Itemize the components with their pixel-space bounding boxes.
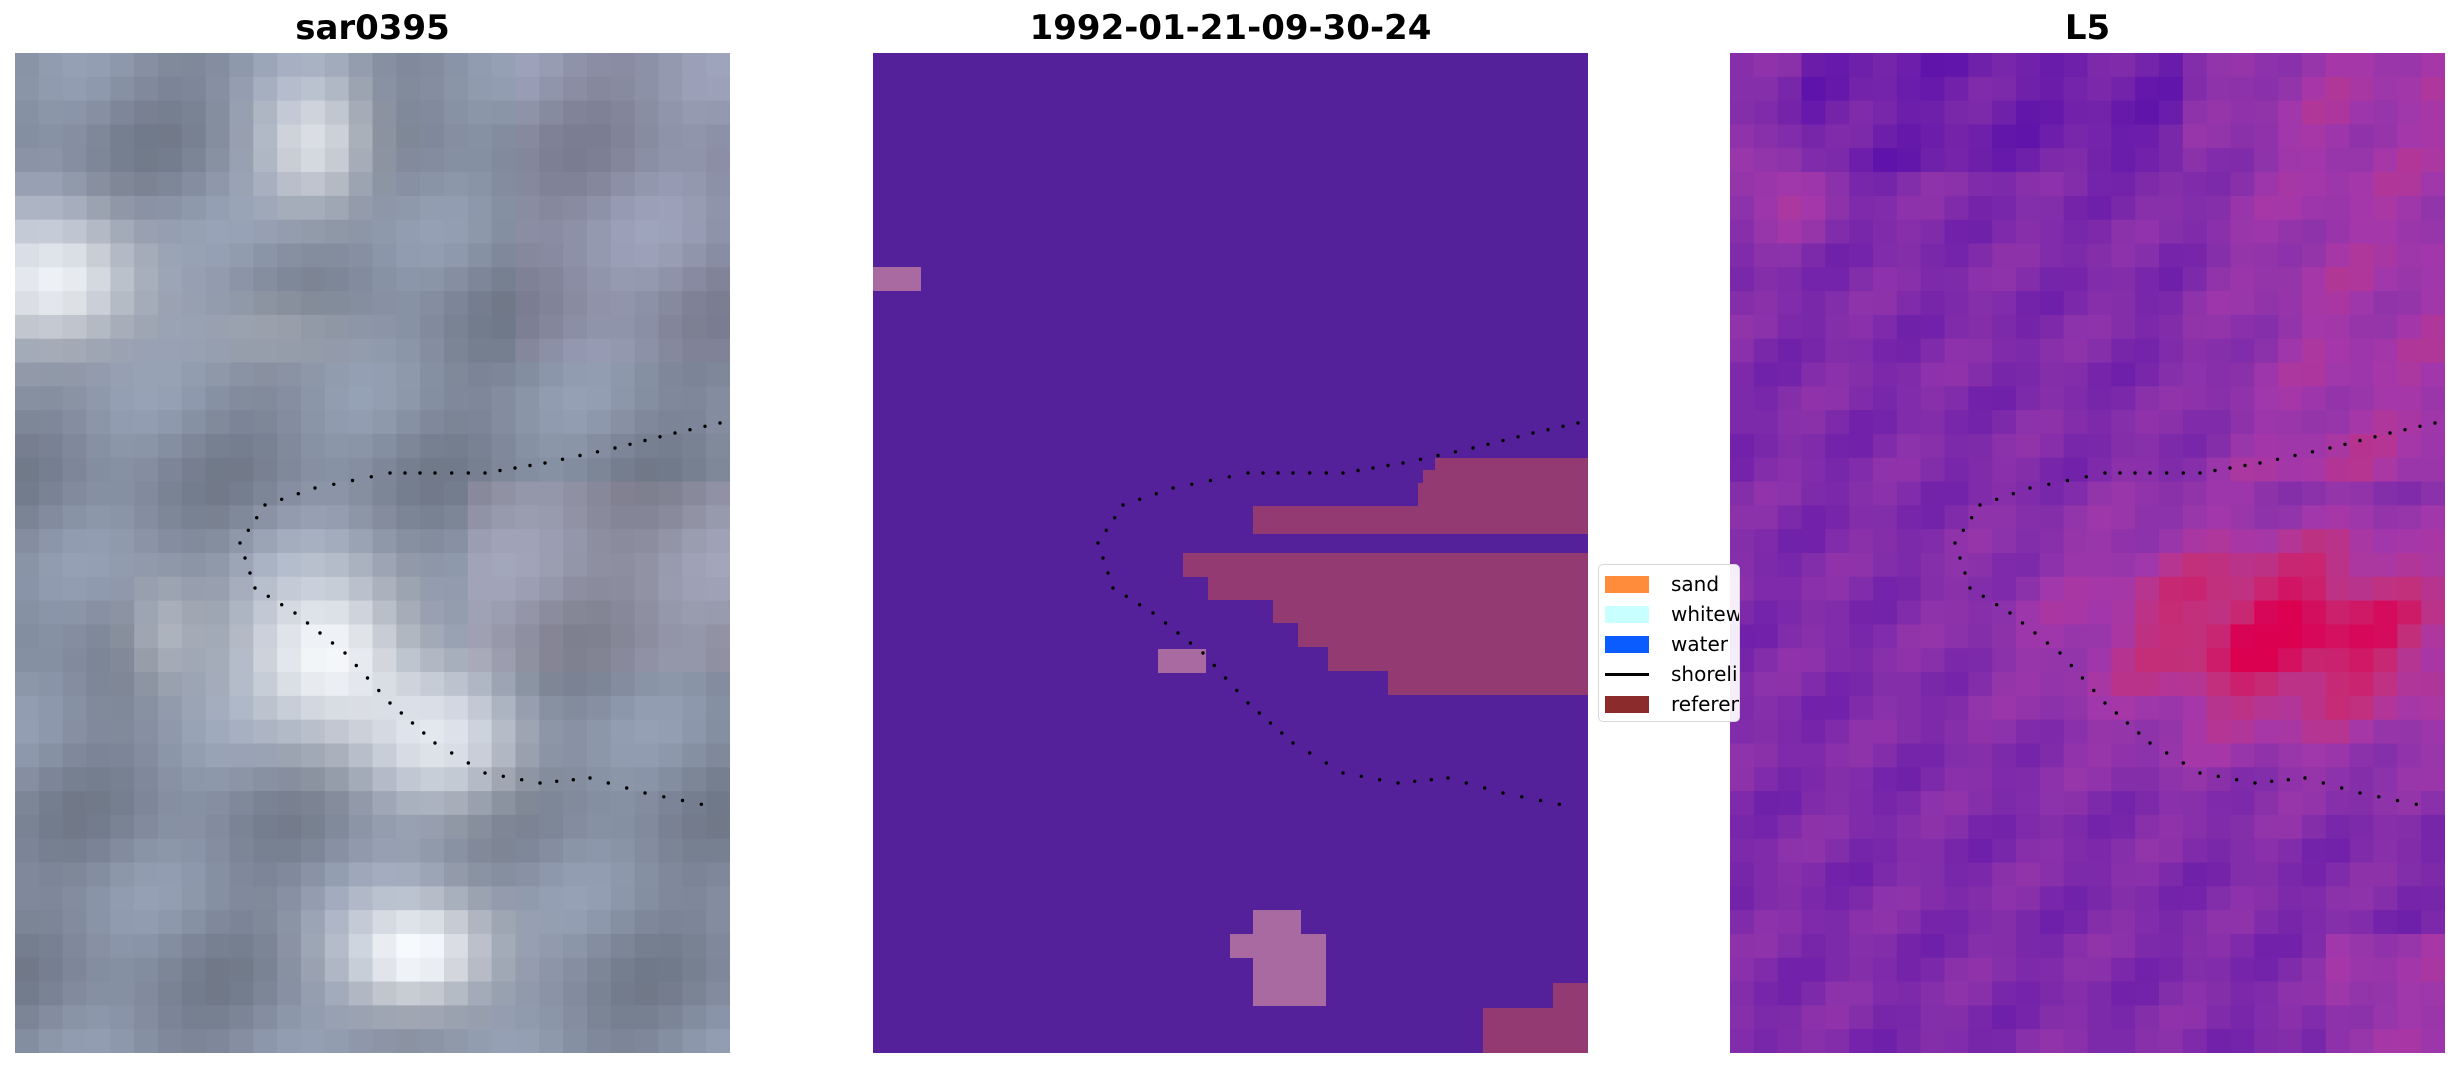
legend-label-water: water <box>1671 632 1728 656</box>
legend-item-shoreline: shoreline <box>1605 659 1739 689</box>
legend-label-shoreline: shoreline <box>1671 662 1739 686</box>
shoreline-dots <box>1096 421 1580 806</box>
probability-panel <box>1730 53 2445 1053</box>
shoreline-dots <box>238 421 722 806</box>
panel-title-l5: L5 <box>2064 8 2111 48</box>
classification-image <box>873 53 1588 1053</box>
shoreline-dots <box>1953 421 2437 806</box>
legend-swatch-water <box>1605 636 1649 653</box>
probability-pixels <box>1730 53 2445 1053</box>
legend-swatch-reference <box>1605 696 1649 713</box>
panel-title-sar0395: sar0395 <box>295 8 450 48</box>
legend-label-sand: sand <box>1671 572 1720 596</box>
panel-title-date: 1992-01-21-09-30-24 <box>1029 8 1432 48</box>
legend-item-reference: reference <box>1605 689 1739 719</box>
legend-swatch-sand <box>1605 576 1649 593</box>
classification-panel <box>873 53 1588 1053</box>
legend-label-reference: reference <box>1671 692 1739 716</box>
probability-image <box>1730 53 2445 1053</box>
reference-areas <box>1183 458 1588 1053</box>
sand-like-patches <box>873 267 1326 1006</box>
rgb-pixels <box>15 53 730 1053</box>
legend-swatch-whitewater <box>1605 606 1649 623</box>
rgb-image-panel <box>15 53 730 1053</box>
legend-item-water: water <box>1605 629 1739 659</box>
rgb-satellite-image <box>15 53 730 1053</box>
legend-line-shoreline <box>1605 673 1649 676</box>
legend-item-sand: sand <box>1605 569 1739 599</box>
